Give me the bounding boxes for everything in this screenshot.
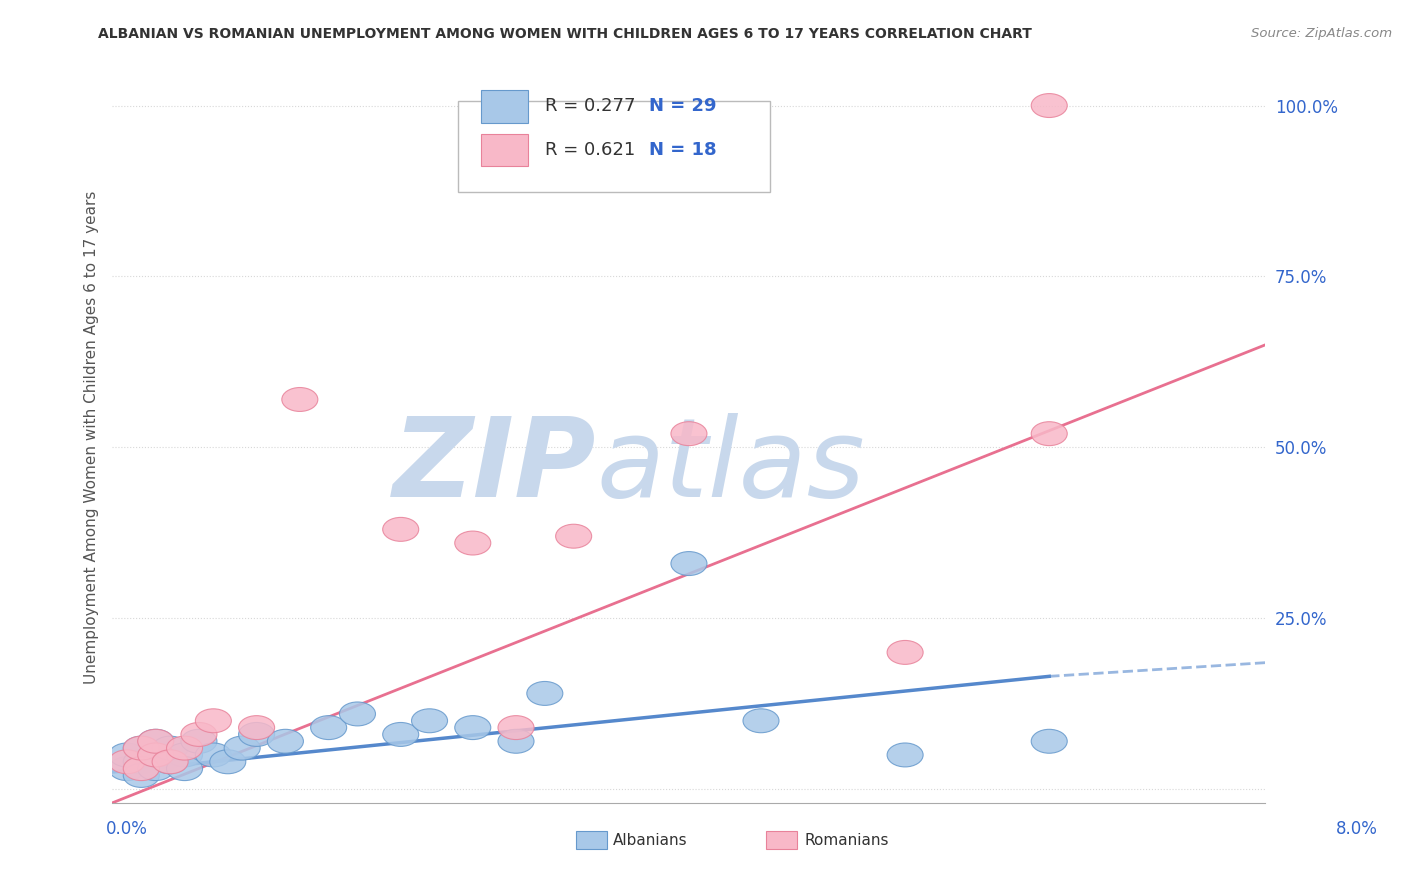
Text: ALBANIAN VS ROMANIAN UNEMPLOYMENT AMONG WOMEN WITH CHILDREN AGES 6 TO 17 YEARS C: ALBANIAN VS ROMANIAN UNEMPLOYMENT AMONG … — [98, 27, 1032, 41]
Ellipse shape — [239, 723, 274, 747]
Ellipse shape — [339, 702, 375, 726]
Ellipse shape — [124, 756, 159, 780]
Ellipse shape — [166, 736, 202, 760]
Ellipse shape — [267, 730, 304, 753]
Ellipse shape — [138, 730, 174, 753]
Ellipse shape — [181, 730, 217, 753]
Ellipse shape — [195, 709, 232, 732]
Text: R = 0.277: R = 0.277 — [546, 97, 636, 115]
Ellipse shape — [138, 743, 174, 767]
Ellipse shape — [454, 715, 491, 739]
Ellipse shape — [1031, 94, 1067, 118]
Ellipse shape — [239, 715, 274, 739]
Ellipse shape — [124, 764, 159, 788]
Ellipse shape — [108, 756, 145, 780]
Text: ZIP: ZIP — [394, 413, 596, 520]
Ellipse shape — [1031, 730, 1067, 753]
Text: 0.0%: 0.0% — [105, 820, 148, 838]
Ellipse shape — [152, 736, 188, 760]
Ellipse shape — [887, 640, 924, 665]
Ellipse shape — [138, 730, 174, 753]
Ellipse shape — [527, 681, 562, 706]
Ellipse shape — [224, 736, 260, 760]
Ellipse shape — [382, 723, 419, 747]
Ellipse shape — [498, 715, 534, 739]
Ellipse shape — [454, 531, 491, 555]
Ellipse shape — [124, 750, 159, 773]
Ellipse shape — [124, 736, 159, 760]
Text: N = 29: N = 29 — [648, 97, 716, 115]
Ellipse shape — [1031, 422, 1067, 446]
Ellipse shape — [671, 422, 707, 446]
Ellipse shape — [181, 723, 217, 747]
Ellipse shape — [498, 730, 534, 753]
Ellipse shape — [108, 743, 145, 767]
Y-axis label: Unemployment Among Women with Children Ages 6 to 17 years: Unemployment Among Women with Children A… — [83, 190, 98, 684]
Ellipse shape — [671, 551, 707, 575]
Ellipse shape — [166, 743, 202, 767]
Ellipse shape — [166, 756, 202, 780]
Ellipse shape — [138, 743, 174, 767]
Text: R = 0.621: R = 0.621 — [546, 141, 636, 160]
Ellipse shape — [124, 736, 159, 760]
Ellipse shape — [152, 750, 188, 773]
Bar — [481, 89, 527, 122]
Ellipse shape — [152, 750, 188, 773]
Text: Albanians: Albanians — [613, 833, 688, 847]
Bar — [481, 134, 527, 167]
Ellipse shape — [209, 750, 246, 773]
Ellipse shape — [195, 743, 232, 767]
Ellipse shape — [412, 709, 447, 732]
Ellipse shape — [555, 524, 592, 549]
Ellipse shape — [138, 756, 174, 780]
Text: Source: ZipAtlas.com: Source: ZipAtlas.com — [1251, 27, 1392, 40]
Ellipse shape — [382, 517, 419, 541]
FancyBboxPatch shape — [458, 101, 769, 192]
Text: atlas: atlas — [596, 413, 865, 520]
Ellipse shape — [742, 709, 779, 732]
Ellipse shape — [311, 715, 347, 739]
Text: N = 18: N = 18 — [648, 141, 716, 160]
Text: 8.0%: 8.0% — [1336, 820, 1378, 838]
Ellipse shape — [887, 743, 924, 767]
Ellipse shape — [108, 750, 145, 773]
Text: Romanians: Romanians — [804, 833, 889, 847]
Ellipse shape — [281, 387, 318, 411]
